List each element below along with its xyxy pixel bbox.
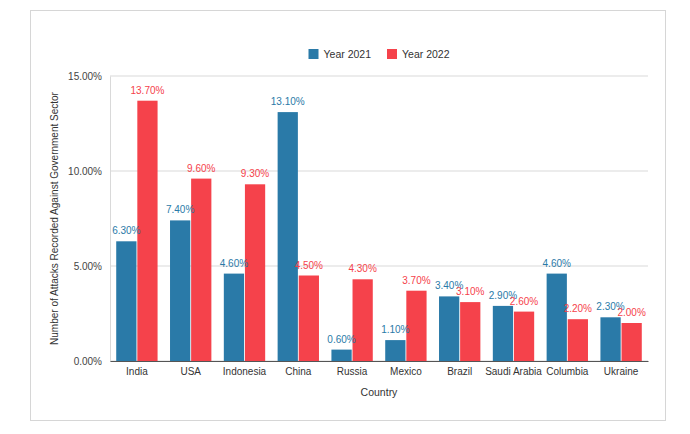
bar — [224, 274, 244, 361]
x-tick: China — [285, 361, 312, 377]
x-tick-label: India — [126, 366, 148, 377]
bar — [170, 220, 190, 361]
data-label: 9.60% — [187, 163, 215, 174]
bars — [116, 101, 642, 361]
x-tick-label: China — [285, 366, 312, 377]
y-axis-line — [110, 77, 111, 362]
data-label: 13.70% — [130, 85, 164, 96]
data-label: 2.00% — [617, 307, 645, 318]
data-label: 2.60% — [510, 296, 538, 307]
data-label: 4.60% — [543, 258, 571, 269]
bar — [116, 241, 136, 361]
y-tick: 0.00% — [74, 356, 110, 367]
grid-line — [110, 76, 648, 77]
legend-label: Year 2021 — [324, 48, 372, 60]
card-frame — [31, 11, 666, 421]
data-label: 6.30% — [112, 225, 140, 236]
x-tick: Brazil — [447, 361, 472, 377]
y-tick-label: 10.00% — [68, 166, 102, 177]
x-tick: Columbia — [546, 361, 589, 377]
data-label: 4.60% — [220, 258, 248, 269]
bar — [353, 279, 373, 361]
x-tick-label: Brazil — [447, 366, 472, 377]
x-tick-label: Saudi Arabia — [485, 366, 542, 377]
bar — [568, 319, 588, 361]
data-labels: 6.30%7.40%4.60%13.10%0.60%1.10%3.40%2.90… — [112, 85, 646, 345]
data-label: 13.10% — [271, 96, 305, 107]
y-tick: 10.00% — [68, 166, 110, 177]
grid-line — [110, 361, 648, 362]
bar — [385, 340, 405, 361]
bar — [460, 302, 480, 361]
y-tick: 5.00% — [74, 261, 110, 272]
legend-swatch — [309, 49, 319, 59]
data-label: 3.70% — [402, 275, 430, 286]
bar — [514, 312, 534, 361]
bar — [439, 296, 459, 361]
x-axis: India USA Indonesia China Russia Mexico Brazil… — [111, 361, 649, 377]
y-axis: 0.00% 5.00% 10.00% 15.00% — [68, 71, 110, 367]
x-tick-label: Columbia — [546, 366, 589, 377]
x-tick-label: Ukraine — [604, 366, 639, 377]
bar — [331, 350, 351, 361]
bar — [547, 274, 567, 361]
x-tick-label: Mexico — [390, 366, 422, 377]
x-tick: Mexico — [390, 361, 422, 377]
x-tick-label: USA — [180, 366, 201, 377]
data-label: 1.10% — [381, 324, 409, 335]
legend-item: Year 2021 — [309, 48, 372, 60]
bar — [493, 306, 513, 361]
legend-label: Year 2022 — [402, 48, 450, 60]
data-label: 2.20% — [564, 303, 592, 314]
data-label: 4.30% — [348, 263, 376, 274]
bar — [245, 184, 265, 361]
bar — [278, 112, 298, 361]
bar — [600, 317, 620, 361]
y-tick-label: 0.00% — [74, 356, 102, 367]
x-tick: Indonesia — [223, 361, 267, 377]
x-axis-title: Country — [361, 386, 399, 398]
y-tick: 15.00% — [68, 71, 110, 82]
data-label: 7.40% — [166, 204, 194, 215]
data-label: 0.60% — [327, 334, 355, 345]
y-tick-label: 15.00% — [68, 71, 102, 82]
bar — [622, 323, 642, 361]
x-tick: USA — [180, 361, 201, 377]
x-tick: Ukraine — [604, 361, 639, 377]
legend: Year 2021 Year 2022 — [309, 48, 450, 60]
y-axis-title: Number of Attacks Recorded Against Gover… — [49, 91, 60, 345]
x-tick: Russia — [337, 361, 368, 377]
data-label: 3.10% — [456, 286, 484, 297]
y-tick-label: 5.00% — [74, 261, 102, 272]
data-label: 9.30% — [241, 168, 269, 179]
legend-swatch — [387, 49, 397, 59]
x-tick-label: Indonesia — [223, 366, 267, 377]
grid — [110, 76, 648, 361]
x-tick: India — [126, 361, 148, 377]
x-axis-line — [111, 361, 649, 362]
x-tick: Saudi Arabia — [485, 361, 542, 377]
chart: 0.00% 5.00% 10.00% 15.00% India USA Indonesia C… — [0, 0, 690, 434]
plot: 0.00% 5.00% 10.00% 15.00% India USA Indonesia C… — [68, 71, 648, 377]
legend-item: Year 2022 — [387, 48, 450, 60]
x-tick-label: Russia — [337, 366, 368, 377]
data-label: 4.50% — [295, 260, 323, 271]
bar — [299, 276, 319, 362]
